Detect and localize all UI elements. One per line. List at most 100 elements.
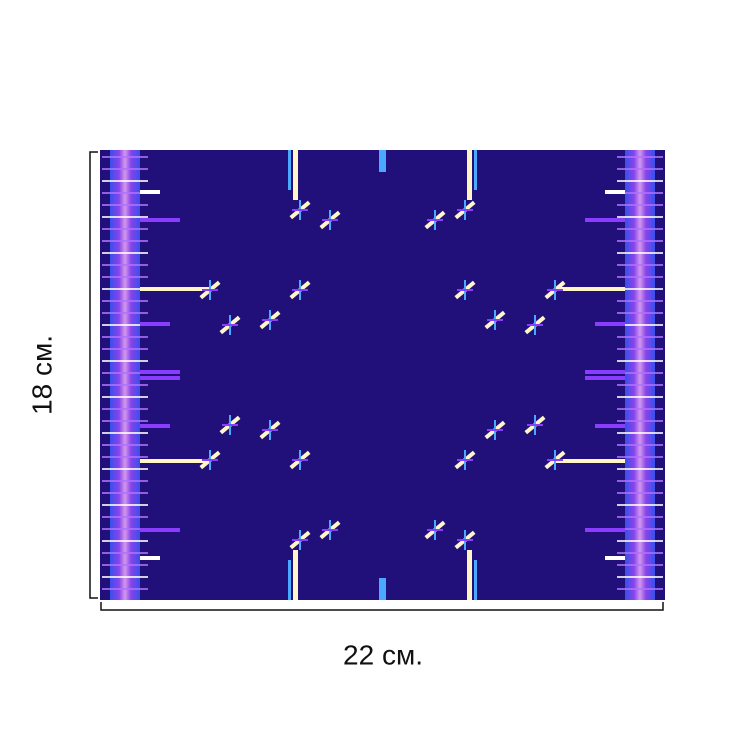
pattern-shape — [102, 348, 148, 350]
pattern-shape — [617, 504, 663, 506]
pattern-shape — [487, 429, 503, 431]
pattern-shape — [467, 150, 472, 200]
pattern-shape — [617, 324, 663, 326]
pattern-shape — [292, 459, 308, 461]
pattern-shape — [427, 529, 443, 531]
pattern-shape — [292, 289, 308, 291]
pattern-shape — [292, 209, 308, 211]
pattern-shape — [617, 456, 663, 458]
pattern-shape — [102, 264, 148, 266]
pattern-shape — [617, 216, 663, 218]
pattern-shape — [102, 288, 148, 290]
pattern-shape — [379, 578, 383, 600]
pattern-shape — [222, 324, 238, 326]
pattern-shape — [102, 504, 148, 506]
pattern-shape — [617, 360, 663, 362]
pattern-shape — [474, 560, 477, 600]
pattern-shape — [102, 336, 148, 338]
pattern-shape — [474, 150, 477, 190]
pattern-shape — [102, 576, 148, 578]
height-label: 18 см. — [26, 335, 57, 415]
pattern-shape — [585, 370, 625, 374]
pattern-shape — [140, 370, 180, 374]
pattern-shape — [262, 319, 278, 321]
pattern-shape — [617, 432, 663, 434]
pattern-shape — [617, 192, 663, 194]
pattern-shape — [102, 408, 148, 410]
pattern-shape — [617, 312, 663, 314]
width-bracket — [100, 602, 664, 611]
pattern-shape — [617, 576, 663, 578]
pattern-shape — [102, 480, 148, 482]
pattern-shape — [102, 360, 148, 362]
pattern-shape — [322, 219, 338, 221]
pattern-shape — [617, 564, 663, 566]
pattern-shape — [617, 540, 663, 542]
height-bracket — [89, 151, 98, 599]
pattern-shape — [585, 376, 625, 380]
pattern-shape — [617, 264, 663, 266]
pattern-shape — [617, 384, 663, 386]
pattern-shape — [102, 240, 148, 242]
pattern-shape — [617, 408, 663, 410]
pattern-shape — [617, 420, 663, 422]
pattern-shape — [102, 492, 148, 494]
pattern-shape — [102, 516, 148, 518]
pattern-shape — [140, 556, 160, 560]
pattern-shape — [140, 376, 180, 380]
pattern-shape — [102, 372, 148, 374]
pattern-shape — [605, 556, 625, 560]
width-label: 22 см. — [343, 639, 423, 670]
pattern-shape — [222, 424, 238, 426]
pattern-shape — [617, 288, 663, 290]
pattern-shape — [617, 180, 663, 182]
dimension-brackets — [89, 151, 664, 611]
pattern-shape — [617, 240, 663, 242]
pattern-shape — [202, 289, 218, 291]
pattern-shape — [527, 424, 543, 426]
pattern-shape — [595, 424, 625, 428]
pattern-shape — [102, 312, 148, 314]
pattern-shape — [102, 216, 148, 218]
pattern-shape — [555, 459, 625, 463]
pattern-shape — [427, 219, 443, 221]
pattern-shape — [102, 420, 148, 422]
pattern-shape — [617, 372, 663, 374]
pattern-shape — [140, 287, 210, 291]
pattern-shape — [288, 150, 291, 190]
pattern-shape — [617, 480, 663, 482]
fabric-pattern — [102, 150, 663, 600]
pattern-shape — [457, 289, 473, 291]
pattern-shape — [102, 564, 148, 566]
pattern-shape — [140, 528, 180, 532]
pattern-shape — [617, 156, 663, 158]
pattern-shape — [140, 424, 170, 428]
pattern-shape — [617, 336, 663, 338]
pattern-shape — [288, 560, 291, 600]
pattern-shape — [102, 384, 148, 386]
pattern-shape — [262, 429, 278, 431]
pattern-shape — [585, 528, 625, 532]
pattern-shape — [110, 150, 140, 600]
pattern-shape — [487, 319, 503, 321]
pattern-shape — [140, 459, 210, 463]
pattern-shape — [617, 516, 663, 518]
pattern-shape — [292, 539, 308, 541]
pattern-shape — [617, 276, 663, 278]
pattern-shape — [382, 578, 386, 600]
pattern-shape — [617, 204, 663, 206]
pattern-shape — [202, 459, 218, 461]
pattern-shape — [617, 252, 663, 254]
pattern-shape — [527, 324, 543, 326]
pattern-shape — [617, 300, 663, 302]
pattern-shape — [617, 492, 663, 494]
pattern-shape — [102, 192, 148, 194]
pattern-shape — [547, 459, 563, 461]
pattern-shape — [382, 150, 386, 172]
pattern-shape — [293, 550, 298, 600]
pattern-shape — [617, 396, 663, 398]
pattern-shape — [102, 228, 148, 230]
pattern-shape — [457, 459, 473, 461]
pattern-shape — [140, 218, 180, 222]
